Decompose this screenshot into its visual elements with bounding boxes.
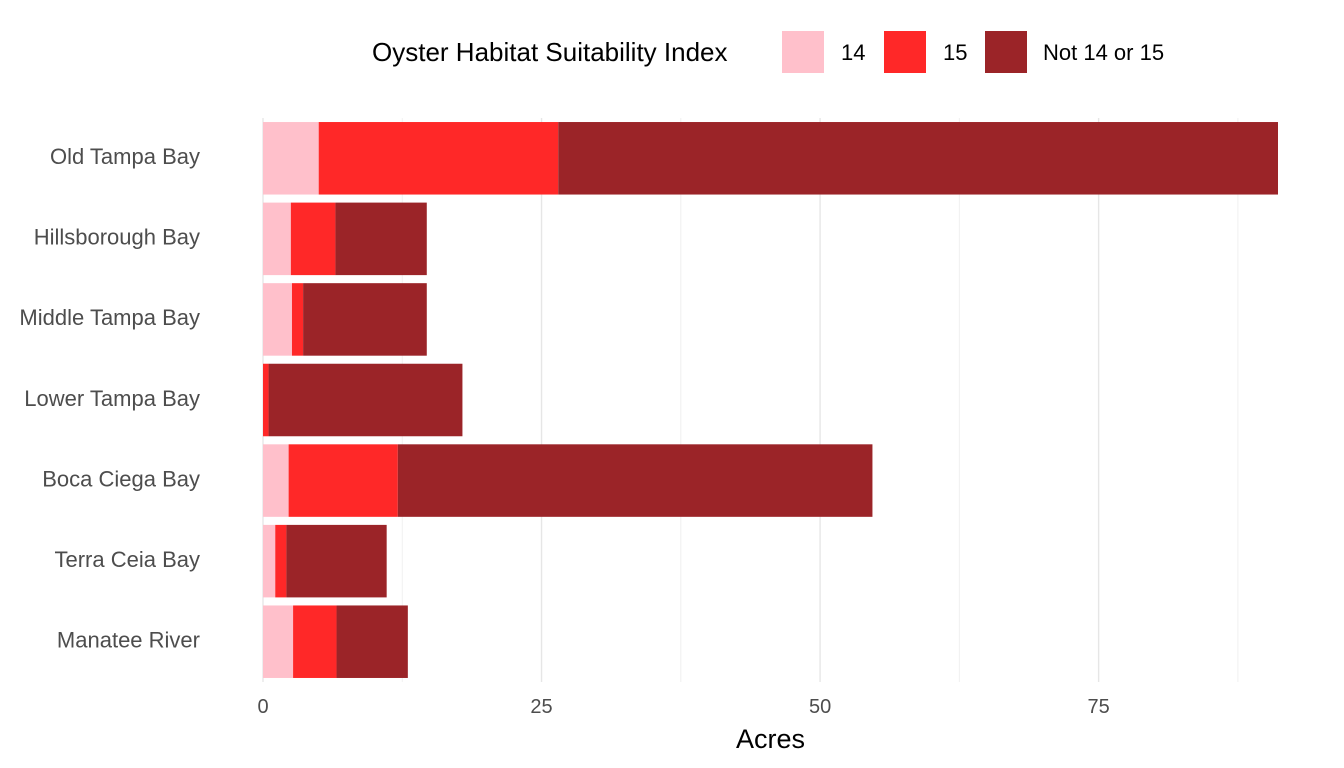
bar-segment bbox=[263, 363, 269, 437]
bar-segment bbox=[268, 363, 463, 437]
x-tick-label: 25 bbox=[530, 696, 552, 718]
bar-segment bbox=[286, 524, 387, 598]
bar-segment bbox=[558, 122, 1278, 195]
bar-segment bbox=[263, 605, 294, 678]
legend-label: 15 bbox=[943, 40, 967, 65]
bar-segment bbox=[263, 122, 319, 195]
x-tick-label: 0 bbox=[257, 696, 268, 718]
category-label: Middle Tampa Bay bbox=[19, 305, 200, 330]
bar-segment bbox=[318, 122, 559, 195]
bar-segment bbox=[275, 524, 287, 598]
category-label: Terra Ceia Bay bbox=[54, 547, 200, 572]
category-label: Old Tampa Bay bbox=[50, 144, 200, 169]
category-label: Hillsborough Bay bbox=[34, 225, 200, 250]
bar-segment bbox=[293, 605, 337, 678]
legend-label: 14 bbox=[841, 40, 865, 65]
bar-segment bbox=[290, 202, 336, 276]
category-label: Boca Ciega Bay bbox=[42, 466, 200, 491]
legend-key bbox=[884, 31, 926, 73]
bar-segment bbox=[303, 283, 427, 356]
legend-key bbox=[782, 31, 824, 73]
bar-segment bbox=[397, 444, 873, 517]
category-label: Manatee River bbox=[57, 628, 200, 653]
bar-segment bbox=[336, 605, 408, 678]
legend-title: Oyster Habitat Suitability Index bbox=[372, 37, 728, 67]
legend-key bbox=[985, 31, 1027, 73]
legend-label: Not 14 or 15 bbox=[1043, 40, 1164, 65]
bar-segment bbox=[263, 524, 276, 598]
bar-segment bbox=[263, 202, 291, 276]
bars bbox=[263, 122, 1278, 678]
bar-segment bbox=[288, 444, 398, 517]
bar-segment bbox=[263, 283, 292, 356]
x-tick-label: 75 bbox=[1087, 696, 1109, 718]
category-label: Lower Tampa Bay bbox=[24, 386, 200, 411]
bar-segment bbox=[263, 444, 289, 517]
category-labels: Old Tampa Bay Hillsborough Bay Middle Tamp… bbox=[19, 144, 200, 652]
bar-segment bbox=[335, 202, 427, 276]
legend: Oyster Habitat Suitability Index 14 15 Not… bbox=[372, 31, 1164, 73]
x-tick-label: 50 bbox=[809, 696, 831, 718]
bar-segment bbox=[291, 283, 304, 356]
x-tick-labels: 0 25 50 75 bbox=[257, 696, 1109, 718]
x-axis-title: Acres bbox=[736, 724, 805, 754]
